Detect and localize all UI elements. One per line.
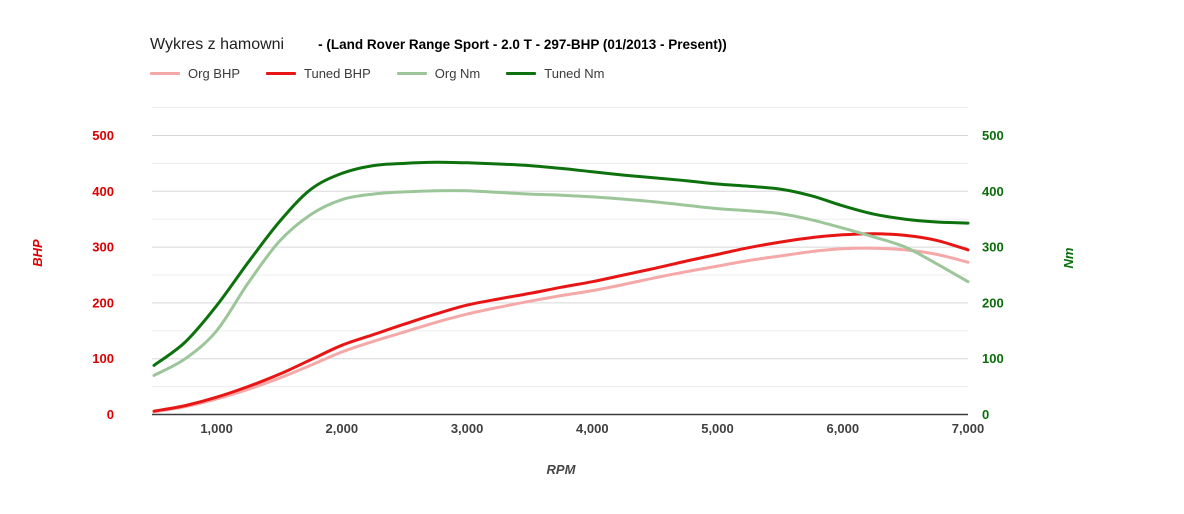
- svg-text:300: 300: [982, 240, 1004, 255]
- legend-label: Tuned BHP: [304, 66, 371, 81]
- legend-line-swatch: [266, 72, 297, 75]
- series-line-org-nm: [152, 189, 970, 377]
- series-line-tuned-bhp: [152, 232, 970, 413]
- legend-item-org-bhp: Org BHP: [150, 66, 240, 81]
- series-line-tuned-nm: [152, 160, 970, 367]
- svg-text:2,000: 2,000: [326, 421, 359, 436]
- svg-text:0: 0: [982, 407, 989, 422]
- svg-text:1,000: 1,000: [200, 421, 233, 436]
- svg-text:5,000: 5,000: [701, 421, 734, 436]
- legend-label: Org BHP: [188, 66, 241, 81]
- right-y-tick-labels: 0 100 200 300 400 500: [982, 128, 1004, 422]
- svg-text:200: 200: [982, 295, 1004, 310]
- chart-title: Wykres z hamowni: [150, 36, 285, 53]
- legend-label: Tuned Nm: [544, 66, 605, 81]
- legend-item-tuned-bhp: Tuned BHP: [266, 66, 371, 81]
- left-y-tick-labels: 0 100 200 300 400 500: [92, 128, 114, 422]
- svg-text:0: 0: [107, 407, 114, 422]
- svg-text:400: 400: [982, 184, 1004, 199]
- legend-line-swatch: [506, 72, 537, 75]
- legend-line-swatch: [396, 72, 427, 75]
- svg-text:200: 200: [92, 295, 114, 310]
- chart-header: Wykres z hamowni - (Land Rover Range Spo…: [150, 36, 727, 54]
- legend-label: Org Nm: [434, 66, 481, 81]
- legend-line-swatch: [150, 72, 180, 75]
- svg-text:4,000: 4,000: [576, 421, 609, 436]
- svg-text:400: 400: [92, 184, 114, 199]
- left-axis-title: BHP: [30, 239, 45, 267]
- x-tick-labels: 1,000 2,000 3,000 4,000 5,000 6,000 7,000: [200, 421, 984, 436]
- svg-text:100: 100: [92, 351, 114, 366]
- gridlines-minor: [152, 107, 968, 388]
- gridlines-major: [152, 135, 968, 360]
- legend-item-tuned-nm: Tuned Nm: [506, 66, 604, 81]
- svg-text:7,000: 7,000: [952, 421, 985, 436]
- right-axis-title: Nm: [1061, 247, 1076, 268]
- svg-text:100: 100: [982, 351, 1004, 366]
- svg-text:300: 300: [92, 240, 114, 255]
- svg-text:500: 500: [982, 128, 1004, 143]
- svg-text:500: 500: [92, 128, 114, 143]
- x-axis-title: RPM: [547, 462, 577, 477]
- legend-item-org-nm: Org Nm: [396, 66, 481, 81]
- chart-legend: Org BHP Tuned BHP Org Nm Tuned Nm: [150, 66, 604, 81]
- chart-subtitle: - (Land Rover Range Sport - 2.0 T - 297-…: [318, 37, 727, 52]
- series-line-org-bhp: [152, 246, 970, 414]
- svg-text:6,000: 6,000: [827, 421, 860, 436]
- svg-text:3,000: 3,000: [451, 421, 484, 436]
